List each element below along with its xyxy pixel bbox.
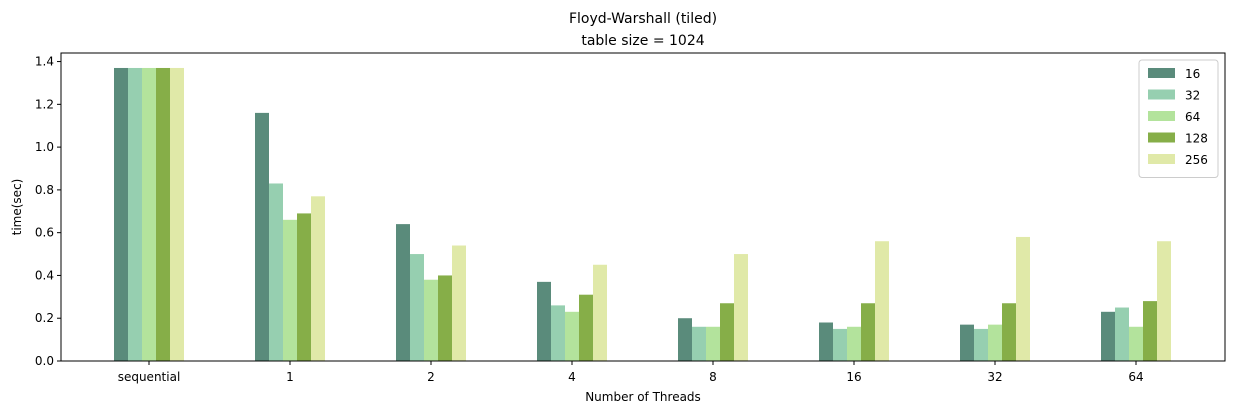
- bar-64-32: [988, 324, 1002, 361]
- bar-128-32: [1002, 303, 1016, 361]
- bar-64-64: [1129, 326, 1143, 361]
- legend-label-256: 256: [1185, 153, 1208, 167]
- bar-32-1: [269, 183, 283, 361]
- y-tick-label: 0.4: [35, 268, 54, 282]
- chart-subtitle: table size = 1024: [581, 33, 704, 49]
- y-axis-label: time(sec): [10, 179, 24, 236]
- bar-256-32: [1016, 236, 1030, 361]
- y-tick-label: 0.2: [35, 311, 54, 325]
- x-axis-ticks: sequential 1 2 4 8 16 32 64: [118, 361, 1144, 384]
- bar-256-64: [1157, 241, 1171, 361]
- bar-256-1: [311, 196, 325, 361]
- bar-256-8: [734, 254, 748, 361]
- legend-swatch-256: [1148, 154, 1175, 164]
- legend-swatch-128: [1148, 132, 1175, 143]
- bar-16-sequential: [114, 67, 128, 361]
- legend: 16 32 64 128 256: [1138, 59, 1219, 178]
- legend-label-64: 64: [1185, 110, 1200, 124]
- y-tick-label: 0.8: [35, 183, 54, 197]
- bar-16-64: [1101, 311, 1115, 361]
- bar-128-64: [1143, 301, 1157, 361]
- x-tick-label: 2: [427, 370, 435, 384]
- bar-32-64: [1115, 307, 1129, 361]
- bar-64-sequential: [142, 67, 156, 361]
- bar-64-8: [706, 326, 720, 361]
- bar-128-16: [861, 303, 875, 361]
- bars-group: [114, 67, 1171, 361]
- x-tick-label: sequential: [118, 370, 181, 384]
- y-tick-label: 0.6: [35, 226, 54, 240]
- x-tick-label: 16: [846, 370, 861, 384]
- bar-32-sequential: [128, 67, 142, 361]
- bar-32-2: [410, 254, 424, 361]
- bar-32-8: [692, 326, 706, 361]
- bar-64-4: [565, 311, 579, 361]
- legend-box: [1138, 59, 1219, 178]
- legend-swatch-32: [1148, 89, 1175, 100]
- bar-128-8: [720, 303, 734, 361]
- bar-128-4: [579, 294, 593, 361]
- bar-32-32: [974, 328, 988, 361]
- bar-32-4: [551, 305, 565, 361]
- bar-256-16: [875, 241, 889, 361]
- legend-label-128: 128: [1185, 132, 1208, 146]
- bar-16-16: [819, 322, 833, 361]
- legend-swatch-64: [1148, 111, 1175, 121]
- x-tick-label: 32: [987, 370, 1002, 384]
- y-tick-label: 0.0: [35, 354, 54, 368]
- x-tick-label: 8: [709, 370, 717, 384]
- legend-label-32: 32: [1185, 89, 1200, 103]
- bar-16-2: [396, 224, 410, 361]
- x-tick-label: 1: [286, 370, 294, 384]
- bar-256-sequential: [170, 67, 184, 361]
- bar-64-1: [283, 219, 297, 361]
- y-tick-label: 1.0: [35, 140, 54, 154]
- bar-64-2: [424, 279, 438, 361]
- plot-frame: [60, 52, 1226, 362]
- bar-16-1: [255, 112, 269, 361]
- bar-16-32: [960, 324, 974, 361]
- bar-32-16: [833, 328, 847, 361]
- bar-16-4: [537, 281, 551, 361]
- bar-256-4: [593, 264, 607, 361]
- y-tick-label: 1.2: [35, 97, 54, 111]
- bar-16-8: [678, 318, 692, 361]
- x-tick-label: 4: [568, 370, 576, 384]
- x-axis-label: Number of Threads: [585, 390, 701, 404]
- bar-128-sequential: [156, 67, 170, 361]
- bar-128-2: [438, 275, 452, 361]
- legend-label-16: 16: [1185, 67, 1200, 81]
- y-axis-ticks: 0.0 0.2 0.4 0.6 0.8 1.0 1.2 1.4: [35, 55, 61, 368]
- x-tick-label: 64: [1128, 370, 1143, 384]
- bar-256-2: [452, 245, 466, 361]
- chart-title: Floyd-Warshall (tiled): [569, 11, 717, 27]
- legend-swatch-16: [1148, 68, 1175, 78]
- y-tick-label: 1.4: [35, 55, 54, 69]
- bar-128-1: [297, 213, 311, 361]
- bar-64-16: [847, 326, 861, 361]
